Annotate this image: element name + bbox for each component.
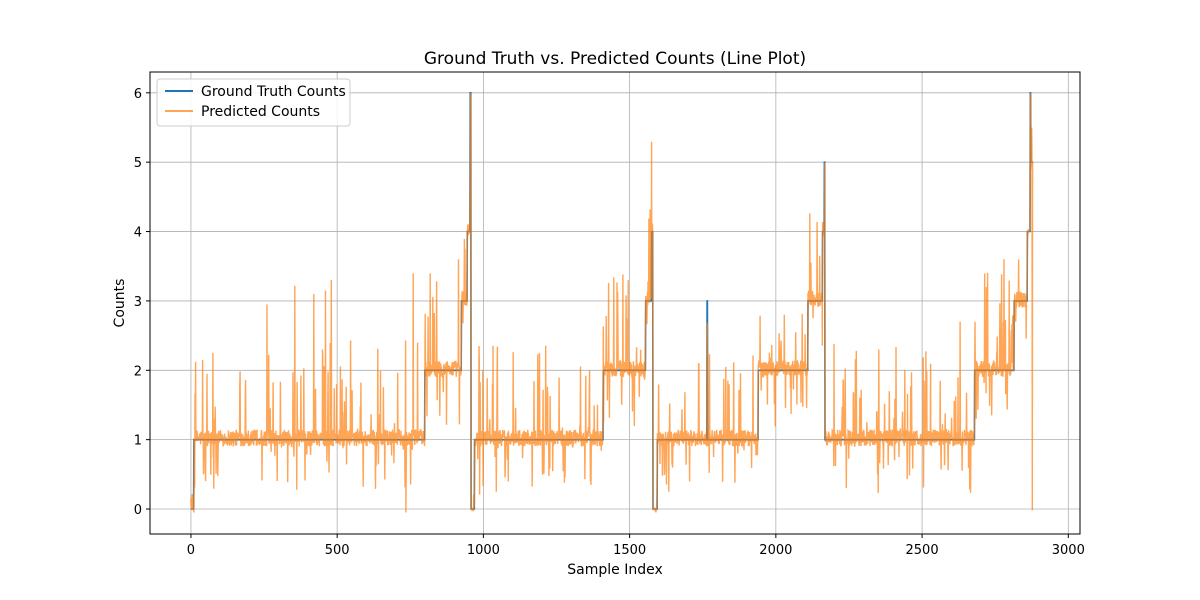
series-line-predicted [190,92,1034,513]
legend: Ground Truth Counts Predicted Counts [156,78,351,127]
data-layer [190,92,1034,513]
y-tick-label: 5 [134,156,142,171]
y-tick-label: 0 [134,503,142,518]
legend-label-predicted: Predicted Counts [201,104,320,120]
x-tick-label: 2500 [906,543,939,558]
x-tick-label: 3000 [1052,543,1085,558]
legend-label-ground-truth: Ground Truth Counts [201,84,346,100]
y-tick-label: 6 [134,87,142,102]
y-tick-label: 1 [134,434,142,449]
x-tick-label: 500 [325,543,350,558]
axes: 0 500 1000 1500 2000 2500 3000 0 1 2 3 4 5 6 [134,87,1085,558]
y-tick-label: 2 [134,364,142,379]
plot-frame [149,71,1081,535]
y-axis-label: Counts [112,279,128,328]
x-tick-label: 1500 [613,543,646,558]
legend-box [156,78,351,127]
y-tick-label: 4 [134,226,142,241]
x-tick-label: 0 [187,543,195,558]
x-tick-label: 1000 [467,543,500,558]
chart-title: Ground Truth vs. Predicted Counts (Line … [424,49,806,69]
x-axis-label: Sample Index [567,562,662,578]
x-tick-label: 2000 [759,543,792,558]
y-tick-label: 3 [134,295,142,310]
